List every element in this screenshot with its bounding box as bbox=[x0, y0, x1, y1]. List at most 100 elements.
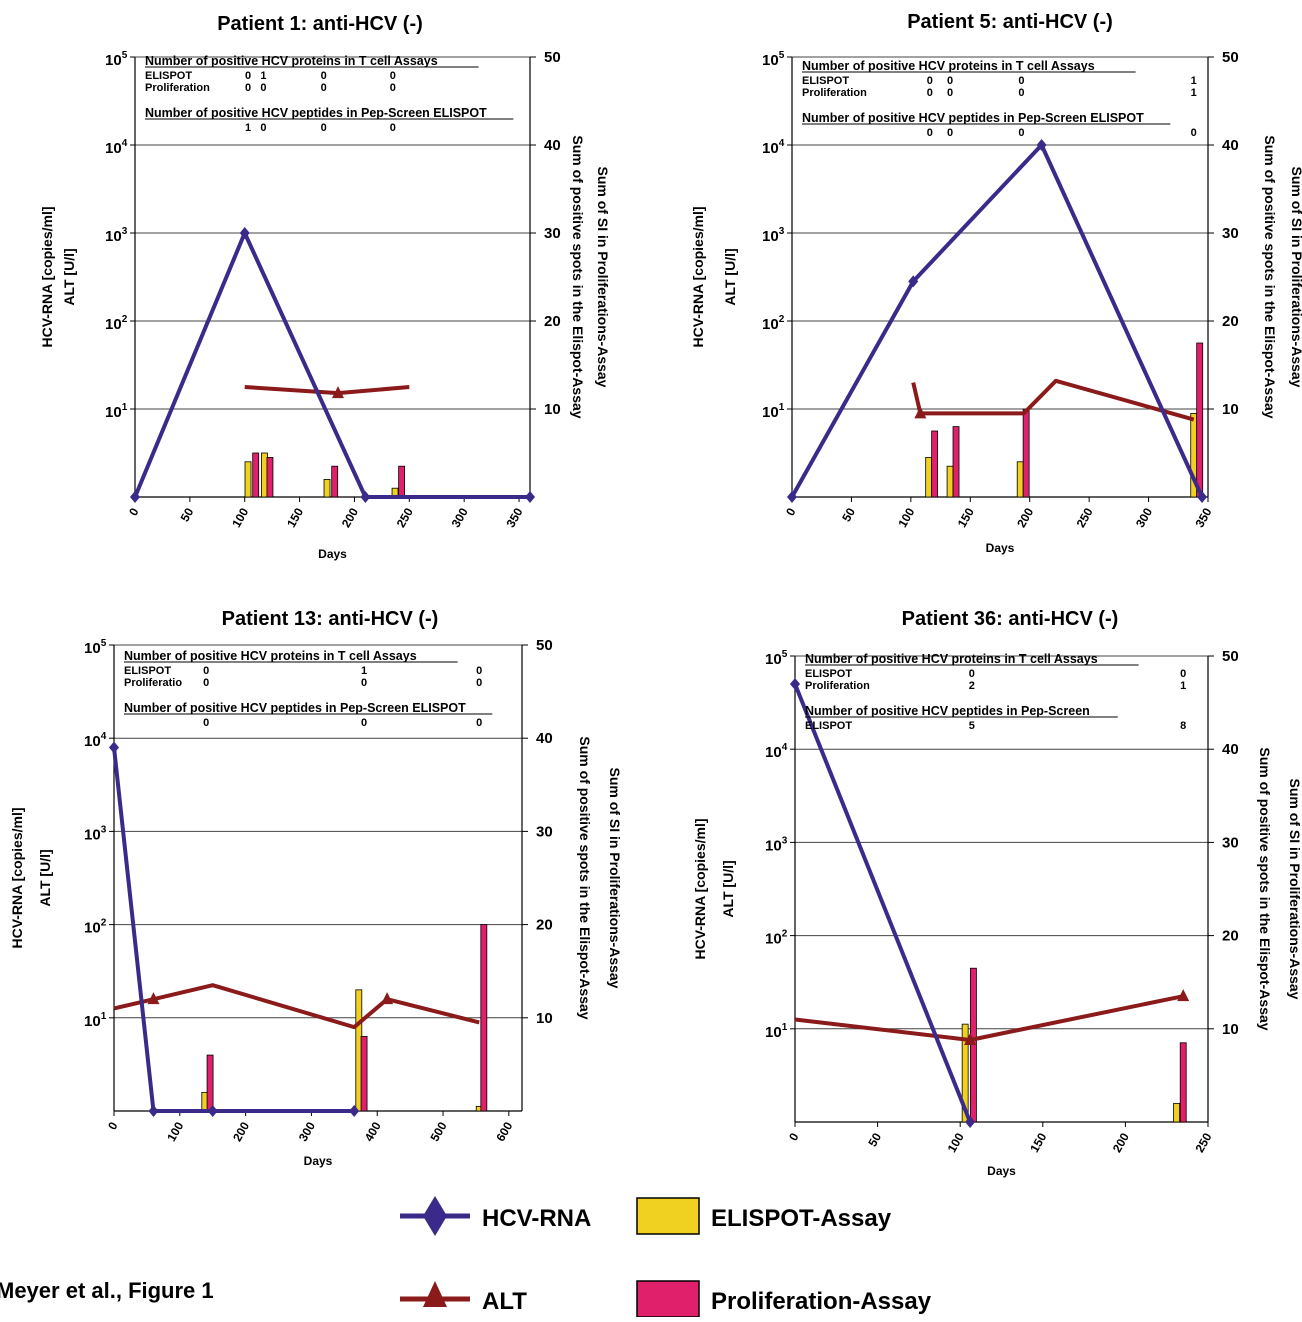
y-left-axis-label: ALT [U/l] bbox=[61, 248, 77, 305]
y-left-axis-label: HCV-RNA [copies/ml] bbox=[692, 818, 708, 959]
y-left-axis-label: ALT [U/l] bbox=[722, 248, 738, 305]
alt-series-line bbox=[113, 983, 480, 1030]
hcv-rna-marker bbox=[908, 275, 919, 288]
y-left-axis-label: ALT [U/l] bbox=[720, 860, 736, 917]
note-row-value: 0 bbox=[927, 127, 933, 139]
tick-base: 10 bbox=[762, 228, 779, 245]
y-left-tick-label: 103 bbox=[762, 226, 785, 245]
y-left-tick-label: 105 bbox=[84, 638, 107, 657]
alt-marker bbox=[331, 386, 344, 399]
y-right-tick-label: 30 bbox=[536, 823, 553, 840]
hcv-rna-marker bbox=[1197, 491, 1208, 503]
tick-base: 10 bbox=[105, 316, 122, 333]
tick-base: 10 bbox=[84, 733, 101, 750]
chart-panel-4: Patient 36: anti-HCV (-)1011021031041051… bbox=[692, 608, 1302, 1178]
y-right-axis-label: Sum of positive spots in the Elispot-Ass… bbox=[1257, 747, 1273, 1030]
y-right-axis-label: Sum of SI in Proliferations-Assay bbox=[607, 768, 623, 989]
note-row-value: 0 bbox=[203, 665, 209, 677]
note-row-value: 1 bbox=[245, 122, 251, 134]
note-row-label: Proliferation bbox=[805, 680, 870, 692]
note-row-value: 0 bbox=[245, 70, 251, 82]
legend-label: HCV-RNA bbox=[482, 1205, 591, 1232]
note-row-value: 0 bbox=[1018, 127, 1024, 139]
hcv-rna-marker bbox=[1036, 139, 1047, 151]
note-row-value: 0 bbox=[969, 668, 975, 680]
x-axis-label: Days bbox=[986, 541, 1015, 555]
y-right-tick-label: 40 bbox=[536, 730, 553, 747]
y-right-tick-label: 50 bbox=[536, 637, 553, 654]
y-right-tick-label: 50 bbox=[1222, 648, 1239, 665]
tick-base: 10 bbox=[105, 52, 122, 69]
note-row-value: 5 bbox=[969, 720, 975, 732]
y-left-tick-label: 103 bbox=[105, 226, 128, 245]
legend-box-swatch bbox=[636, 1197, 700, 1235]
x-tick-label: 150 bbox=[955, 505, 977, 530]
tick-exponent: 1 bbox=[122, 402, 128, 413]
tick-base: 10 bbox=[762, 316, 779, 333]
y-right-tick-label: 10 bbox=[1222, 401, 1239, 418]
x-tick-label: 300 bbox=[296, 1119, 318, 1144]
tick-base: 10 bbox=[105, 140, 122, 157]
x-tick-label: 250 bbox=[394, 505, 416, 530]
note-row-value: 0 bbox=[927, 87, 933, 99]
chart-title: Patient 5: anti-HCV (-) bbox=[907, 11, 1113, 33]
note-row-value: 0 bbox=[1180, 668, 1186, 680]
y-left-axis-label: HCV-RNA [copies/ml] bbox=[9, 807, 25, 948]
note-row-label: ELISPOT bbox=[805, 668, 852, 680]
chart-panel-2: Patient 5: anti-HCV (-)10110210310410510… bbox=[690, 11, 1302, 555]
note-row-value: 0 bbox=[390, 70, 396, 82]
alt-series-line bbox=[911, 378, 1195, 422]
x-tick-label: 300 bbox=[1133, 505, 1155, 530]
x-tick-label: 600 bbox=[493, 1119, 515, 1144]
note-row-value: 0 bbox=[390, 122, 396, 134]
x-tick-label: 300 bbox=[449, 505, 471, 530]
note-row-value: 0 bbox=[260, 122, 266, 134]
note-table-heading: Number of positive HCV peptides in Pep-S… bbox=[124, 701, 466, 715]
x-tick-label: 400 bbox=[362, 1119, 384, 1144]
y-right-tick-label: 20 bbox=[1222, 928, 1239, 945]
note-row-value: 0 bbox=[203, 717, 209, 729]
note-row-value: 1 bbox=[1191, 87, 1197, 99]
y-left-tick-label: 104 bbox=[84, 731, 107, 750]
note-row-value: 0 bbox=[361, 677, 367, 689]
y-left-tick-label: 105 bbox=[762, 50, 785, 69]
x-tick-label: 0 bbox=[105, 1119, 121, 1132]
note-row-label: ELISPOT bbox=[802, 75, 849, 87]
note-row-value: 0 bbox=[390, 82, 396, 94]
y-right-tick-label: 20 bbox=[1222, 313, 1239, 330]
y-right-axis-label: Sum of SI in Proliferations-Assay bbox=[1287, 779, 1302, 1000]
y-right-tick-label: 20 bbox=[536, 917, 553, 934]
proliferation-bar bbox=[1196, 342, 1204, 498]
legend-label: ALT bbox=[482, 1288, 527, 1315]
legend-label: Proliferation-Assay bbox=[711, 1288, 932, 1315]
tick-exponent: 2 bbox=[779, 314, 785, 325]
y-left-tick-label: 102 bbox=[105, 314, 128, 333]
note-row-value: 0 bbox=[947, 127, 953, 139]
tick-base: 10 bbox=[765, 1024, 782, 1041]
tick-base: 10 bbox=[762, 404, 779, 421]
x-axis-label: Days bbox=[987, 1164, 1016, 1178]
x-tick-label: 200 bbox=[230, 1119, 252, 1144]
proliferation-bar bbox=[266, 456, 274, 498]
chart-title: Patient 36: anti-HCV (-) bbox=[902, 608, 1119, 630]
hcv-rna-marker bbox=[239, 227, 250, 239]
hcv-rna-series-line bbox=[793, 683, 972, 1123]
y-right-axis-label: Sum of positive spots in the Elispot-Ass… bbox=[570, 135, 586, 418]
tick-base: 10 bbox=[84, 826, 101, 843]
x-tick-label: 500 bbox=[427, 1119, 449, 1144]
alt-series-line bbox=[244, 385, 410, 396]
note-table-heading: Number of positive HCV peptides in Pep-S… bbox=[802, 111, 1144, 125]
hcv-rna-series-line bbox=[133, 231, 530, 499]
alt-series-line bbox=[794, 994, 1184, 1042]
note-table-heading: Number of positive HCV proteins in T cel… bbox=[124, 649, 417, 663]
note-row-value: 0 bbox=[1191, 127, 1197, 139]
x-tick-label: 100 bbox=[945, 1130, 967, 1155]
note-row-label: Proliferation bbox=[145, 82, 210, 94]
tick-exponent: 4 bbox=[101, 731, 107, 742]
x-tick-label: 100 bbox=[229, 505, 251, 530]
tick-exponent: 5 bbox=[122, 50, 128, 61]
hcv-rna-marker bbox=[790, 677, 800, 690]
y-left-tick-label: 101 bbox=[84, 1011, 107, 1030]
y-left-tick-label: 104 bbox=[105, 138, 128, 157]
